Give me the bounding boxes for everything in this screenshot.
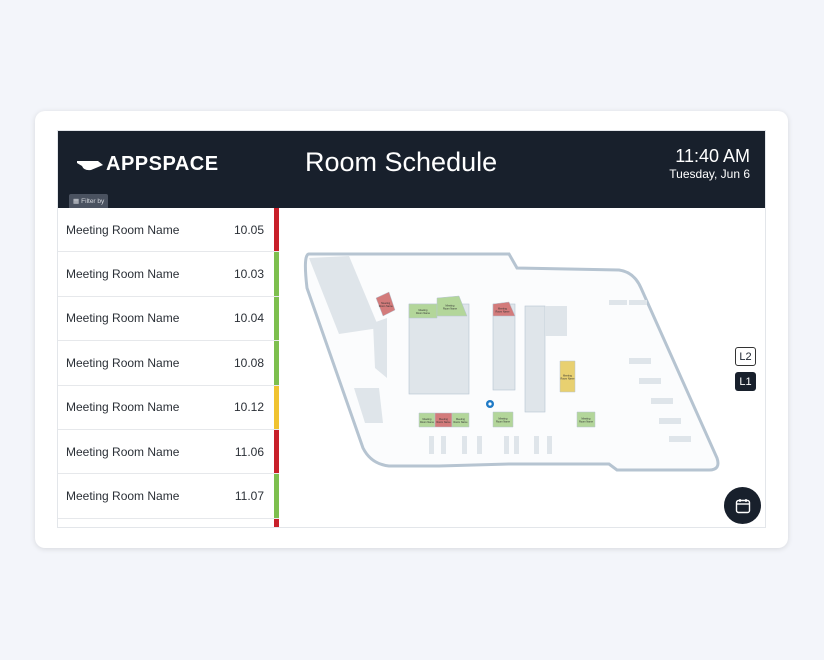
- floor-map[interactable]: Meeting Room Name Meeting Room Name Meeting R…: [279, 208, 765, 527]
- map-room-label: Meeting Room Name: [443, 304, 458, 310]
- room-row[interactable]: Meeting Room Name 11.06: [58, 429, 279, 475]
- level-l1-button[interactable]: L1: [735, 372, 756, 391]
- room-row[interactable]: Meeting Room Name 10.05: [58, 208, 279, 253]
- room-schedule-screen: APPSPACE Room Schedule 11:40 AM Tuesday,…: [57, 130, 766, 528]
- filter-button[interactable]: ▦ Filter by: [69, 194, 109, 208]
- current-time: 11:40 AM: [675, 146, 750, 166]
- map-room-label: Meeting Room Name: [379, 302, 394, 308]
- map-room[interactable]: [451, 412, 470, 428]
- map-room[interactable]: [408, 303, 438, 319]
- status-bar: [274, 518, 279, 527]
- status-bar: [274, 252, 279, 296]
- map-room-label: Meeting Room Name: [416, 309, 431, 315]
- map-room-label: Meeting Room Name: [436, 418, 451, 424]
- map-room-label: Meeting Room Name: [495, 307, 510, 313]
- map-room[interactable]: [436, 295, 468, 317]
- room-number: 10.08: [233, 355, 264, 370]
- room-name: Meeting Room Name: [66, 267, 180, 282]
- status-bar: [274, 296, 279, 341]
- map-room[interactable]: [492, 301, 516, 317]
- logo-text: APPSPACE: [106, 153, 219, 175]
- room-row[interactable]: [58, 518, 279, 527]
- filter-label: Filter by: [81, 197, 105, 205]
- calendar-icon: [735, 498, 750, 513]
- room-name: Meeting Room Name: [66, 489, 180, 504]
- room-name: Meeting Room Name: [66, 355, 180, 370]
- room-row[interactable]: Meeting Room Name 10.08: [58, 341, 279, 386]
- status-bar: [274, 474, 279, 518]
- status-bar: [274, 385, 279, 429]
- map-room-label: Meeting Room Name: [496, 417, 511, 423]
- header: APPSPACE Room Schedule 11:40 AM Tuesday,…: [58, 131, 765, 208]
- map-room-label: Meeting Room Name: [453, 418, 468, 424]
- room-row[interactable]: Meeting Room Name 10.04: [58, 296, 279, 342]
- map-room[interactable]: [492, 411, 514, 428]
- room-number: 11.07: [234, 489, 264, 504]
- room-row[interactable]: Meeting Room Name 11.07: [58, 474, 279, 519]
- map-room[interactable]: [375, 291, 396, 317]
- level-l2-button[interactable]: L2: [735, 347, 756, 366]
- room-number: 10.04: [233, 311, 264, 326]
- room-row[interactable]: Meeting Room Name 10.12: [58, 385, 279, 430]
- map-room[interactable]: [576, 411, 596, 428]
- room-number: 11.06: [234, 444, 264, 459]
- status-bar: [274, 341, 279, 385]
- page-title: Room Schedule: [305, 147, 498, 177]
- map-room-label: Meeting Room Name: [579, 417, 594, 423]
- appspace-logo: APPSPACE: [76, 153, 219, 176]
- status-bar: [274, 429, 279, 474]
- current-date: Tuesday, Jun 6: [669, 167, 750, 181]
- logo-mark-icon: [77, 160, 103, 170]
- room-list[interactable]: Meeting Room Name 10.05 Meeting Room Name 1…: [58, 208, 279, 527]
- room-name: Meeting Room Name: [66, 222, 180, 237]
- status-bar: [274, 208, 279, 252]
- room-name: Meeting Room Name: [66, 400, 180, 415]
- map-room[interactable]: [559, 360, 576, 393]
- filter-icon: ▦: [73, 198, 80, 205]
- room-name: Meeting Room Name: [66, 444, 180, 459]
- room-row[interactable]: Meeting Room Name 10.03: [58, 252, 279, 297]
- room-name: Meeting Room Name: [66, 311, 180, 326]
- room-number: 10.05: [233, 222, 264, 237]
- room-number: 10.12: [233, 400, 264, 415]
- map-room-label: Meeting Room Name: [560, 374, 575, 380]
- room-number: 10.03: [233, 267, 264, 282]
- calendar-button[interactable]: [724, 487, 761, 524]
- map-room-label: Meeting Room Name: [420, 418, 435, 424]
